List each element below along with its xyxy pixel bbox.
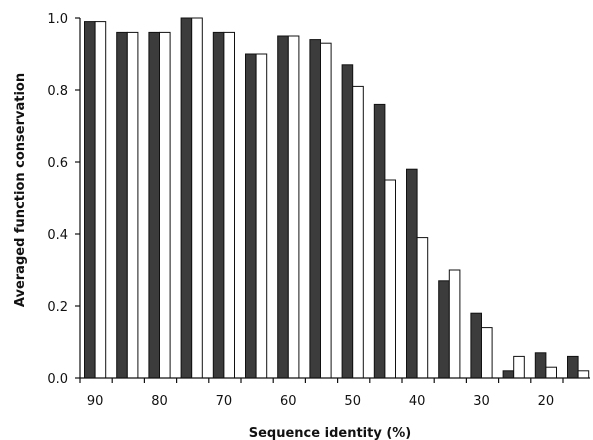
bar-series2-55 xyxy=(320,42,332,379)
bar-series2-80 xyxy=(159,31,171,379)
bar-series2-85 xyxy=(126,31,139,379)
bar-series2-25 xyxy=(513,355,525,379)
bar-series1-60 xyxy=(277,35,289,379)
bar-series1-50 xyxy=(341,64,354,379)
bar-series2-35 xyxy=(448,269,461,379)
bar-series2-40 xyxy=(416,237,429,379)
bar-series1-20 xyxy=(534,352,547,379)
y-tick-label: 0.0 xyxy=(47,372,68,387)
bar-series2-60 xyxy=(287,35,300,379)
bar-series2-50 xyxy=(352,85,364,379)
y-tick-label: 0.6 xyxy=(47,156,68,171)
bar-series2-70 xyxy=(223,31,235,379)
bar-series1-90 xyxy=(84,21,96,379)
x-tick-label: 20 xyxy=(538,394,555,409)
bar-series1-30 xyxy=(470,312,482,379)
bar-series2-90 xyxy=(94,21,107,379)
x-axis-title: Sequence identity (%) xyxy=(249,426,412,440)
x-tick-label: 80 xyxy=(151,394,168,409)
bar-series2-75 xyxy=(191,17,203,379)
y-tick-label: 0.8 xyxy=(47,84,68,99)
bar-series2-30 xyxy=(481,327,493,379)
y-tick-label: 0.4 xyxy=(47,228,68,243)
y-tick-label: 0.2 xyxy=(47,300,68,315)
x-tick-label: 90 xyxy=(87,394,104,409)
bar-series1-70 xyxy=(212,31,225,379)
x-tick-label: 70 xyxy=(216,394,233,409)
bar-series2-65 xyxy=(255,53,268,379)
bar-series1-15 xyxy=(567,355,579,379)
bar-series1-40 xyxy=(406,168,418,379)
bar-series1-65 xyxy=(245,53,257,379)
bar-series1-80 xyxy=(148,31,160,379)
y-tick-label: 1.0 xyxy=(47,12,68,27)
plot-area: 0.0 0.2 0.4 0.6 0.8 1.0 90 80 70 60 50 40 30 20 xyxy=(47,12,590,409)
bar-series2-45 xyxy=(384,179,396,379)
x-tick-label: 40 xyxy=(409,394,426,409)
bar-series1-85 xyxy=(116,31,128,379)
y-axis-title: Averaged function conservation xyxy=(13,73,28,307)
bar-series1-35 xyxy=(438,280,450,379)
bar-series1-25 xyxy=(502,370,515,379)
bar-series2-15 xyxy=(577,370,590,379)
bar-series1-55 xyxy=(309,39,321,379)
bar-series1-45 xyxy=(373,103,386,379)
x-tick-label: 50 xyxy=(344,394,361,409)
x-tick-label: 60 xyxy=(280,394,297,409)
bar-series1-75 xyxy=(180,17,193,379)
bar-series2-20 xyxy=(545,366,558,379)
x-tick-label: 30 xyxy=(473,394,490,409)
